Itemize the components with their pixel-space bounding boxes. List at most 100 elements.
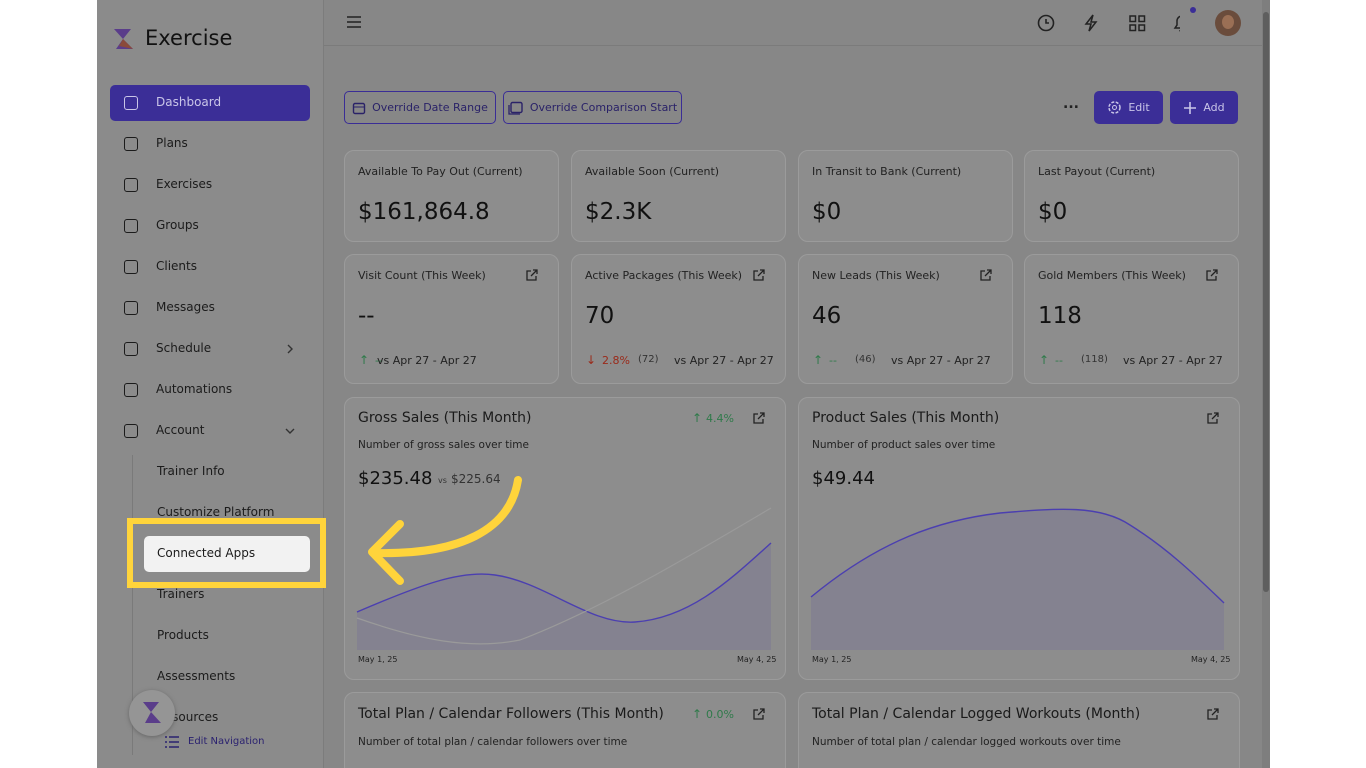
trend-arrow: ↓	[586, 353, 597, 367]
sub-nav-item[interactable]: Customize Platform	[157, 505, 275, 519]
start-date: May 1, 25	[358, 655, 398, 664]
nav-item[interactable]: Messages	[156, 300, 215, 314]
edit-navigation[interactable]: Edit Navigation	[188, 736, 265, 747]
highlight-box	[127, 518, 326, 588]
nav-item[interactable]: Automations	[156, 382, 233, 396]
change: 0.0%	[706, 708, 734, 721]
open-icon[interactable]	[1206, 412, 1219, 425]
stat-card: Available Soon (Current) $2.3K	[571, 150, 786, 242]
card-title: Gold Members (This Week)	[1038, 269, 1186, 282]
end-date: May 4, 25	[737, 655, 777, 664]
menu-toggle[interactable]	[346, 15, 362, 29]
trend-arrow: ↑	[1039, 353, 1050, 367]
nav-icon	[124, 96, 138, 110]
avatar[interactable]	[1215, 10, 1241, 36]
stat-card: In Transit to Bank (Current) $0	[798, 150, 1013, 242]
metric-card: Gold Members (This Week) 118 ↑ -- (118) vs Ap…	[1024, 254, 1239, 384]
nav-item[interactable]: Groups	[156, 218, 199, 232]
card-title: Product Sales (This Month)	[812, 410, 1000, 426]
comparison-line	[356, 507, 772, 645]
open-icon[interactable]	[1206, 708, 1219, 721]
trend-arrow: ↑	[359, 353, 370, 367]
card-value: 118	[1038, 303, 1082, 329]
card-title: New Leads (This Week)	[812, 269, 940, 282]
change: --	[829, 354, 837, 367]
change: 2.8%	[602, 354, 630, 367]
card-title: Total Plan / Calendar Followers (This Mo…	[358, 706, 664, 722]
nav-item[interactable]: Account	[156, 423, 205, 437]
comparison: vs Apr 27 - Apr 27	[377, 354, 477, 367]
launcher-button[interactable]	[129, 690, 175, 736]
nav-item[interactable]: Clients	[156, 259, 197, 273]
app: Exercise Dashboard Plans Exercises Groups Cl…	[97, 0, 1270, 768]
card-value: $0	[812, 199, 842, 225]
card-value: --	[358, 303, 375, 329]
metric-card: Visit Count (This Week) -- ↑ -- vs Apr 27 - …	[344, 254, 559, 384]
start-date: May 1, 25	[812, 655, 852, 664]
brand-logo	[114, 29, 133, 49]
nav-icon	[124, 219, 138, 233]
nav-icon	[124, 137, 138, 151]
card-title: Visit Count (This Week)	[358, 269, 486, 282]
chart-card: Total Plan / Calendar Followers (This Mo…	[344, 692, 786, 768]
override-comparison-start[interactable]: Override Comparison Start	[503, 91, 682, 124]
nav-item[interactable]: Plans	[156, 136, 188, 150]
change: 4.4%	[706, 412, 734, 425]
card-value: $235.48	[358, 468, 433, 489]
card-title: Available Soon (Current)	[585, 165, 720, 178]
button-label: Edit	[1128, 101, 1150, 114]
nav-icon	[124, 383, 138, 397]
chevron	[285, 428, 295, 434]
vs: vs	[438, 476, 447, 485]
comparison: vs Apr 27 - Apr 27	[1123, 354, 1223, 367]
chart-line	[810, 508, 1225, 604]
open-icon[interactable]	[752, 708, 765, 721]
stat-card: Available To Pay Out (Current) $161,864.8	[344, 150, 559, 242]
sub-nav-item[interactable]: Connected Apps	[157, 546, 256, 560]
nav-item[interactable]: Dashboard	[156, 95, 222, 109]
sub-nav-item[interactable]: Trainers	[157, 587, 205, 601]
nav-icon	[124, 342, 138, 356]
trend-arrow: ↑	[692, 411, 703, 425]
card-subtitle: Number of gross sales over time	[358, 439, 529, 451]
previous-value: $225.64	[451, 472, 501, 486]
card-subtitle: Number of total plan / calendar logged w…	[812, 736, 1121, 748]
card-value: 46	[812, 303, 842, 329]
sub-nav-item[interactable]: Trainer Info	[157, 464, 225, 478]
card-title: Active Packages (This Week)	[585, 269, 743, 282]
card-value: 70	[585, 303, 615, 329]
highlighted-item-bg	[144, 536, 310, 572]
trend-arrow: ↑	[692, 707, 703, 721]
card-value: $0	[1038, 199, 1068, 225]
nav-item[interactable]: Exercises	[156, 177, 213, 191]
open-icon[interactable]	[752, 412, 765, 425]
override-date-range[interactable]: Override Date Range	[344, 91, 496, 124]
edit-button[interactable]: Edit	[1094, 91, 1163, 124]
metric-card: Active Packages (This Week) 70 ↓ 2.8% (72) vs…	[571, 254, 786, 384]
sub-nav-item[interactable]: Assessments	[157, 669, 236, 683]
card-title: In Transit to Bank (Current)	[812, 165, 962, 178]
topbar-border	[324, 45, 1262, 46]
chart-area	[357, 543, 771, 650]
scrollbar	[1262, 0, 1270, 768]
open-icon[interactable]	[979, 269, 992, 282]
trend-arrow: ↑	[813, 353, 824, 367]
add-button[interactable]: Add	[1170, 91, 1238, 124]
sub-nav-item[interactable]: Products	[157, 628, 209, 642]
overlay-graphics	[127, 476, 1225, 650]
list-icon	[165, 736, 179, 748]
count: (46)	[855, 354, 876, 365]
count: (72)	[638, 354, 659, 365]
more-button[interactable]: ...	[1063, 96, 1079, 112]
nav-icon	[124, 178, 138, 192]
open-icon[interactable]	[1205, 269, 1218, 282]
open-icon[interactable]	[525, 269, 538, 282]
pointer-arrow-head	[368, 520, 404, 585]
chart-card: Total Plan / Calendar Logged Workouts (M…	[798, 692, 1240, 768]
open-icon[interactable]	[752, 269, 765, 282]
topbar-icons[interactable]	[1035, 12, 1180, 34]
comparison: vs Apr 27 - Apr 27	[891, 354, 991, 367]
card-title: Total Plan / Calendar Logged Workouts (M…	[812, 706, 1141, 722]
notification-dot	[1190, 7, 1196, 13]
nav-item[interactable]: Schedule	[156, 341, 212, 355]
